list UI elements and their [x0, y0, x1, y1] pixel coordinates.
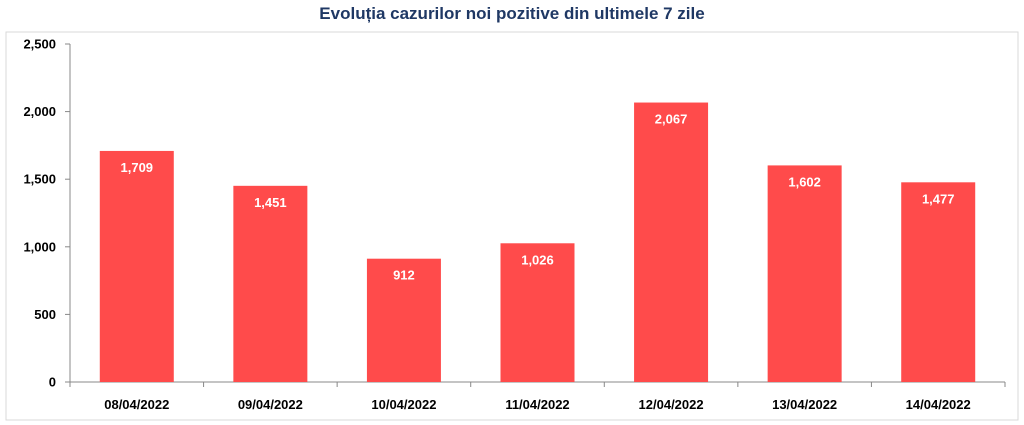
bar [901, 182, 976, 382]
y-tick-label: 2,000 [23, 104, 56, 119]
x-tick-label: 10/04/2022 [371, 397, 436, 412]
y-tick-label: 1,500 [23, 172, 56, 187]
x-tick-label: 09/04/2022 [238, 397, 303, 412]
bar [366, 258, 441, 382]
data-labels: 1,709 1,451 912 1,026 2,067 1,602 1,477 [121, 112, 955, 283]
data-label: 2,067 [655, 112, 688, 127]
x-tick-label: 11/04/2022 [505, 397, 569, 412]
y-tick-label: 0 [49, 375, 56, 390]
chart-title: Evoluția cazurilor noi pozitive din ulti… [319, 4, 705, 23]
y-tick-label: 1,000 [23, 239, 56, 254]
data-label: 1,026 [521, 252, 554, 267]
x-tick-label: 12/04/2022 [639, 397, 704, 412]
data-label: 1,709 [121, 160, 154, 175]
data-label: 1,451 [254, 195, 287, 210]
x-tick-label: 08/04/2022 [104, 397, 169, 412]
x-tick-label: 13/04/2022 [772, 397, 837, 412]
x-tick-label: 14/04/2022 [906, 397, 971, 412]
bar [500, 243, 575, 382]
data-label: 912 [393, 268, 415, 283]
x-tick-labels: 08/04/2022 09/04/2022 10/04/2022 11/04/2022… [104, 397, 971, 412]
bar [99, 150, 174, 382]
y-tick-label: 500 [34, 307, 56, 322]
plot-border [5, 31, 1019, 421]
data-label: 1,477 [922, 191, 955, 206]
y-tick-label: 2,500 [23, 37, 56, 52]
bar [767, 165, 842, 382]
bar [233, 185, 308, 382]
bars [99, 102, 976, 383]
bar [634, 102, 709, 383]
y-tick-labels: 0 500 1,000 1,500 2,000 2,500 [23, 37, 56, 390]
data-label: 1,602 [788, 174, 821, 189]
